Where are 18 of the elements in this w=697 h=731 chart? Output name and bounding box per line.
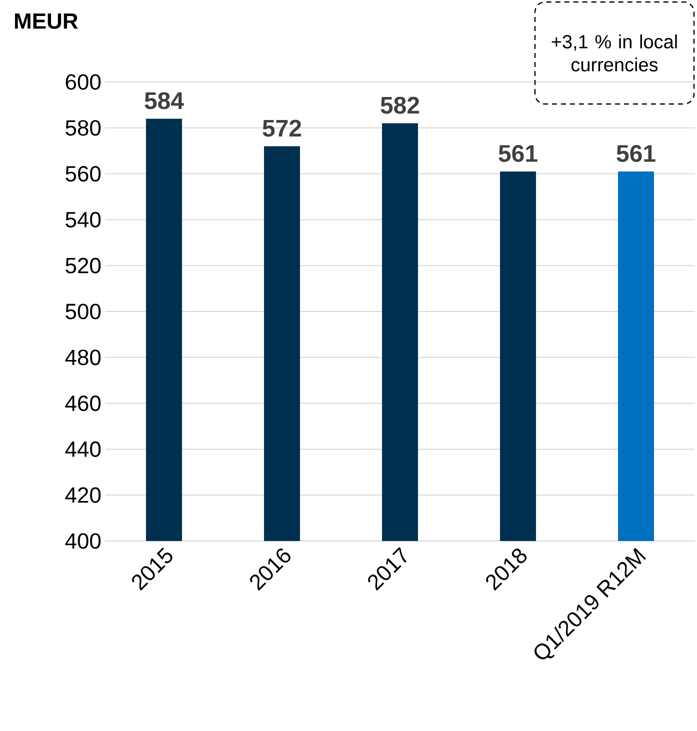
data-label: 584 — [144, 92, 184, 110]
y-tick-label: 480 — [65, 350, 101, 366]
text: +3,1 % in local currencies — [552, 34, 677, 72]
y-tick-label: 580 — [66, 120, 101, 136]
y-tick-label: 440 — [65, 441, 101, 457]
y-tick-label: 420 — [65, 487, 101, 503]
data-label: 582 — [380, 96, 420, 114]
y-tick-label: 460 — [65, 396, 101, 412]
chart-title: MEUR — [15, 14, 78, 29]
y-tick-label: 600 — [66, 74, 101, 90]
data-label: 561 — [498, 144, 538, 162]
y-tick-label: 520 — [66, 258, 101, 274]
y-tick-label: 560 — [66, 166, 101, 182]
y-tick-label: 540 — [66, 212, 101, 228]
data-label: 561 — [616, 144, 656, 162]
data-label: 572 — [262, 120, 302, 137]
y-tick-label: 500 — [66, 304, 101, 320]
y-tick-label: 400 — [65, 533, 101, 549]
